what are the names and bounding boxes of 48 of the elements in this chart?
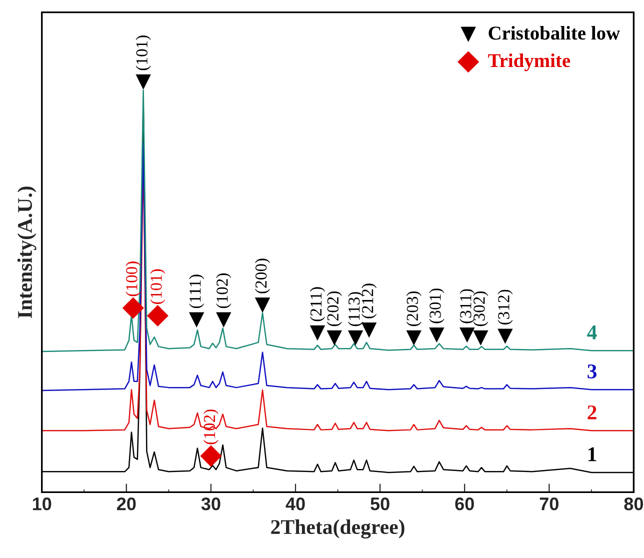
x-tick-label: 10 [32,497,52,510]
point [326,330,342,346]
x-tick-label: 20 [116,497,136,510]
x-tick-label: 60 [455,497,474,510]
legend-label: Tridymite [488,53,570,72]
point [473,330,488,346]
point [361,322,377,338]
annotation: (302) [473,291,488,326]
annotation: (100) [126,262,141,296]
series-label: 2 [588,405,596,420]
x-axis-title: 2Theta(degree) [271,519,404,538]
x-tick-label: 50 [370,497,390,510]
point [200,445,222,467]
annotation: (211) [310,287,326,322]
point [460,327,475,343]
x-tick-label: 40 [286,497,305,510]
annotation: (111) [189,274,204,308]
point [348,330,364,346]
series-label: 1 [588,447,596,462]
annotation: (102) [203,410,219,444]
point [188,312,204,328]
annotation: (203) [406,291,422,326]
annotation: (101) [150,269,166,304]
point [216,312,232,328]
x-tick-label: 80 [624,497,643,510]
series-label: 4 [587,326,597,340]
annotation: (200) [254,258,270,294]
annotation: (101) [136,36,151,70]
point [498,328,513,344]
point [122,297,144,319]
y-axis-title: Intensity(A.U.) [17,186,36,318]
point [146,305,168,327]
annotation: (113) [348,292,364,326]
x-tick-label: 30 [201,497,220,510]
annotation: (202) [326,291,342,326]
x-tick-label: 70 [540,497,558,510]
annotation: (212) [362,284,377,318]
annotation: (311) [460,289,475,324]
annotation: (301) [429,288,444,324]
point [310,325,326,341]
point [136,74,151,90]
annotation: (312) [498,290,513,324]
legend-label: Cristobalite low [488,26,620,40]
point [254,298,270,313]
point [406,330,422,346]
series-label: 3 [588,364,597,378]
annotation: (102) [216,273,232,308]
point [429,327,444,343]
